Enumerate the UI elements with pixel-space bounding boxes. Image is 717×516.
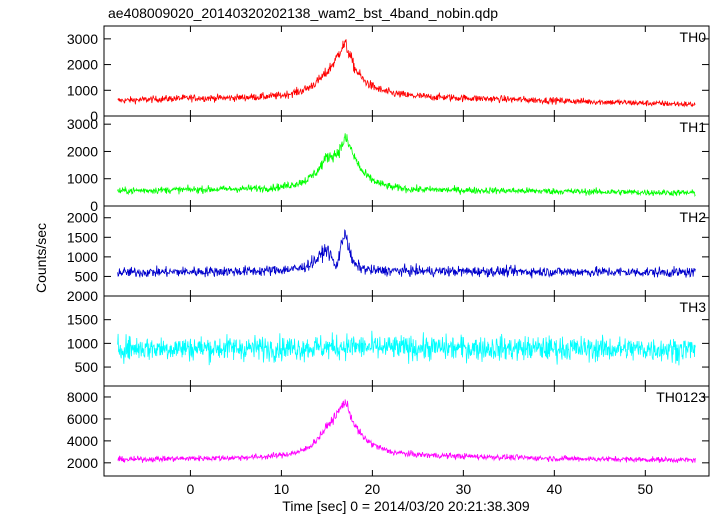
panel-frame <box>103 385 710 477</box>
panel-th3: 500 1000 1500 2000 TH3 <box>67 288 710 387</box>
series-line-th1 <box>117 133 696 197</box>
panel-label-th0: TH0 <box>680 29 707 45</box>
y-tick-label: 3000 <box>67 31 98 47</box>
y-tick-label: 1000 <box>67 171 98 187</box>
y-tick-label: 2000 <box>67 455 98 471</box>
y-tick-label: 6000 <box>67 411 98 427</box>
series-line-th0123 <box>117 399 696 464</box>
y-tick-label: 0 <box>90 198 98 214</box>
y-tick-label: 8000 <box>67 389 98 405</box>
y-tick-label: 1500 <box>67 312 98 328</box>
y-tick-label: 1500 <box>67 229 98 245</box>
y-tick-label: 1000 <box>67 249 98 265</box>
x-tick-label: 0 <box>187 481 195 497</box>
panel-label-th3: TH3 <box>680 299 707 315</box>
panel-frame <box>103 205 710 297</box>
y-tick-label: 3000 <box>67 116 98 132</box>
panel-th1: 0 1000 2000 3000 TH1 <box>67 115 710 214</box>
panel-label-th2: TH2 <box>680 209 707 225</box>
x-tick-label: 40 <box>547 481 563 497</box>
panel-label-th1: TH1 <box>680 119 707 135</box>
y-tick-label: 500 <box>75 359 99 375</box>
y-tick-label: 2000 <box>67 143 98 159</box>
y-axis-label: Counts/sec <box>33 223 49 293</box>
y-tick-label: 2000 <box>67 288 98 304</box>
y-tick-label: 500 <box>75 268 99 284</box>
x-axis-label: Time [sec] 0 = 2014/03/20 20:21:38.309 <box>282 498 530 514</box>
panel-th0123: 2000 4000 6000 8000 TH0123 <box>67 385 710 477</box>
panel-th2: 500 1000 1500 2000 TH2 <box>67 205 710 297</box>
x-tick-labels: 0 10 20 30 40 50 <box>187 481 654 497</box>
y-tick-label: 1000 <box>67 335 98 351</box>
series-line-th3 <box>117 330 696 366</box>
series-line-th2 <box>117 229 696 279</box>
chart-title: ae408009020_20140320202138_wam2_bst_4ban… <box>108 5 498 21</box>
y-tick-label: 0 <box>90 108 98 124</box>
x-tick-label: 50 <box>638 481 654 497</box>
x-tick-label: 30 <box>456 481 472 497</box>
x-tick-label: 10 <box>274 481 290 497</box>
y-tick-label: 4000 <box>67 433 98 449</box>
x-tick-label: 20 <box>365 481 381 497</box>
panel-label-th0123: TH0123 <box>656 389 706 405</box>
y-tick-label: 2000 <box>67 57 98 73</box>
series-line-th0 <box>117 39 696 108</box>
panel-th0: 0 1000 2000 3000 TH0 <box>67 25 710 124</box>
y-tick-label: 1000 <box>67 82 98 98</box>
y-tick-label: 2000 <box>67 210 98 226</box>
panels: 0 1000 2000 3000 TH0 0 1000 2000 3000 TH1 500 1000 1… <box>67 25 710 477</box>
